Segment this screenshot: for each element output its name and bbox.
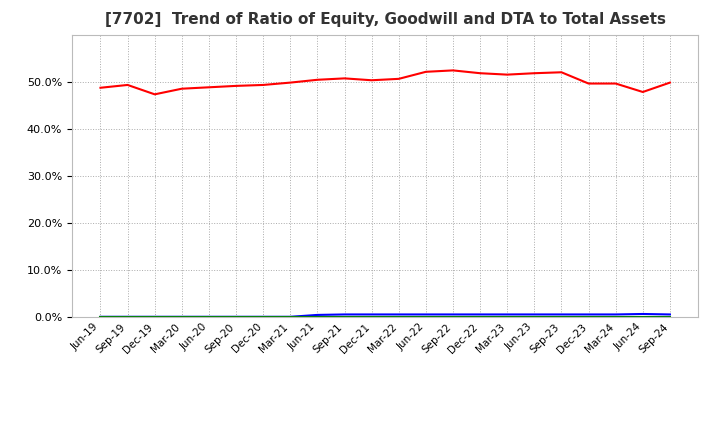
- Deferred Tax Assets: [557, 314, 566, 319]
- Equity: [204, 84, 213, 90]
- Equity: [421, 69, 430, 74]
- Deferred Tax Assets: [313, 314, 322, 319]
- Goodwill: [286, 314, 294, 319]
- Goodwill: [476, 312, 485, 317]
- Equity: [557, 70, 566, 75]
- Deferred Tax Assets: [204, 314, 213, 319]
- Goodwill: [665, 312, 674, 317]
- Line: Equity: Equity: [101, 70, 670, 94]
- Goodwill: [313, 312, 322, 318]
- Goodwill: [557, 312, 566, 317]
- Goodwill: [395, 312, 403, 317]
- Goodwill: [530, 312, 539, 317]
- Deferred Tax Assets: [395, 314, 403, 319]
- Goodwill: [178, 314, 186, 319]
- Equity: [150, 92, 159, 97]
- Goodwill: [341, 312, 349, 317]
- Equity: [232, 83, 240, 88]
- Deferred Tax Assets: [286, 314, 294, 319]
- Deferred Tax Assets: [178, 314, 186, 319]
- Equity: [313, 77, 322, 82]
- Deferred Tax Assets: [584, 314, 593, 319]
- Equity: [665, 80, 674, 85]
- Goodwill: [204, 314, 213, 319]
- Equity: [123, 82, 132, 88]
- Goodwill: [639, 312, 647, 317]
- Equity: [503, 72, 511, 77]
- Equity: [449, 68, 457, 73]
- Goodwill: [150, 314, 159, 319]
- Deferred Tax Assets: [259, 314, 268, 319]
- Goodwill: [584, 312, 593, 317]
- Deferred Tax Assets: [421, 314, 430, 319]
- Equity: [178, 86, 186, 92]
- Goodwill: [421, 312, 430, 317]
- Deferred Tax Assets: [665, 314, 674, 319]
- Line: Goodwill: Goodwill: [101, 314, 670, 317]
- Goodwill: [503, 312, 511, 317]
- Goodwill: [259, 314, 268, 319]
- Goodwill: [96, 314, 105, 319]
- Goodwill: [611, 312, 620, 317]
- Deferred Tax Assets: [123, 314, 132, 319]
- Deferred Tax Assets: [232, 314, 240, 319]
- Deferred Tax Assets: [530, 314, 539, 319]
- Deferred Tax Assets: [367, 314, 376, 319]
- Title: [7702]  Trend of Ratio of Equity, Goodwill and DTA to Total Assets: [7702] Trend of Ratio of Equity, Goodwil…: [104, 12, 666, 27]
- Equity: [367, 77, 376, 83]
- Equity: [611, 81, 620, 86]
- Deferred Tax Assets: [150, 314, 159, 319]
- Goodwill: [449, 312, 457, 317]
- Goodwill: [367, 312, 376, 317]
- Deferred Tax Assets: [341, 314, 349, 319]
- Equity: [286, 80, 294, 85]
- Equity: [395, 76, 403, 81]
- Goodwill: [123, 314, 132, 319]
- Equity: [476, 70, 485, 76]
- Deferred Tax Assets: [639, 314, 647, 319]
- Deferred Tax Assets: [611, 314, 620, 319]
- Equity: [259, 82, 268, 88]
- Equity: [639, 89, 647, 95]
- Equity: [530, 70, 539, 76]
- Equity: [341, 76, 349, 81]
- Deferred Tax Assets: [503, 314, 511, 319]
- Goodwill: [232, 314, 240, 319]
- Deferred Tax Assets: [476, 314, 485, 319]
- Equity: [584, 81, 593, 86]
- Deferred Tax Assets: [449, 314, 457, 319]
- Equity: [96, 85, 105, 90]
- Deferred Tax Assets: [96, 314, 105, 319]
